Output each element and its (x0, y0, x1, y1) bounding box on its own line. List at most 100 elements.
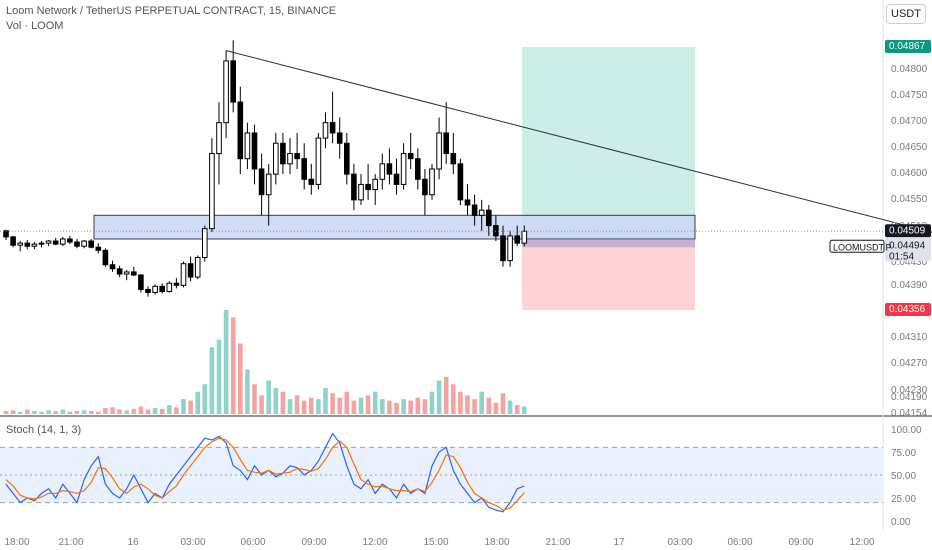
candle-body (74, 241, 80, 247)
stoch-tick-label: 100.00 (891, 425, 922, 436)
volume-bar (514, 405, 520, 414)
candle-body (230, 60, 236, 103)
volume-bar (479, 391, 484, 414)
volume-bar (32, 411, 37, 414)
stop-price-tag: 0.04356 (889, 304, 926, 315)
volume-bar (401, 399, 406, 414)
candle-body (209, 153, 215, 230)
stoch-tick-label: 0.00 (891, 517, 911, 528)
volume-bar (96, 411, 101, 414)
volume-bar (252, 384, 257, 414)
current-price-tag: 0.04509 (889, 225, 926, 236)
candle-body (521, 230, 528, 244)
target-price-tag: 0.04867 (889, 41, 926, 52)
volume-bar (88, 411, 94, 414)
stoch-d-line (5, 437, 525, 511)
candle-body (138, 274, 144, 290)
price-tick-label: 0.04750 (891, 90, 928, 101)
stoch-tick-label: 50.00 (891, 471, 916, 482)
candle-body (322, 122, 329, 139)
volume-bar (152, 408, 158, 414)
entry-price-tag: 0.04494 (889, 240, 926, 251)
volume-bar (138, 406, 144, 414)
candle-body (81, 240, 87, 247)
volume-bar (159, 408, 165, 414)
volume-bar (103, 408, 108, 414)
candle-body (38, 242, 45, 245)
candle-body (386, 163, 393, 175)
price-tick-label: 0.04600 (891, 168, 928, 179)
candle-body (429, 168, 435, 196)
volume-bar (507, 400, 513, 414)
volume-bar (443, 376, 449, 414)
countdown-tag: 01:54 (889, 251, 914, 262)
candle-body (237, 101, 244, 160)
volume-bar (117, 409, 122, 414)
candle-body (109, 264, 116, 270)
candle-body (436, 132, 442, 170)
time-tick-label: 18:00 (484, 537, 509, 548)
candle-body (358, 183, 364, 201)
price-tick-label: 0.04550 (891, 194, 928, 205)
volume-bar (3, 411, 9, 414)
candle-body (415, 158, 421, 180)
candle-body (315, 137, 322, 185)
candle-body (251, 132, 258, 170)
volume-bar (330, 393, 335, 414)
range-box (93, 214, 696, 240)
volume-bar (394, 402, 399, 414)
symbol-tag-bg (829, 239, 885, 253)
volume-bar (486, 397, 492, 414)
candle-body (344, 142, 350, 175)
candle-body (45, 240, 52, 244)
price-tick-label: 0.04190 (891, 392, 928, 403)
volume-bar (131, 408, 137, 414)
candle-body (478, 209, 485, 216)
candle-body (152, 285, 158, 294)
price-tick-label: 0.04650 (891, 142, 928, 153)
volume-bar (387, 400, 392, 414)
volume-bar (309, 397, 314, 414)
price-tick-label: 0.04390 (891, 280, 928, 291)
stop-zone (522, 238, 695, 311)
volume-bar (415, 397, 421, 414)
chart-title: Loom Network / TetherUS PERPETUAL CONTRA… (6, 5, 337, 17)
volume-bar (46, 410, 51, 414)
volume-bar (110, 407, 115, 414)
time-tick-label: 18:00 (4, 537, 29, 548)
volume-bar (472, 399, 477, 414)
candle-body (329, 122, 336, 134)
candle-body (88, 240, 95, 248)
currency-button[interactable]: USDT (886, 4, 926, 24)
volume-bar (188, 400, 193, 414)
candle-body (180, 263, 187, 286)
candle-body (202, 228, 208, 259)
trendline (225, 50, 932, 233)
candle-body (244, 132, 251, 160)
volume-bar (238, 343, 243, 414)
time-tick-label: 09:00 (788, 537, 813, 548)
candle-body (60, 238, 66, 245)
volume-bar (365, 395, 371, 414)
volume-bar (266, 380, 271, 414)
candle-body (131, 271, 137, 276)
time-tick-label: 17 (613, 537, 625, 548)
volume-bar (301, 400, 307, 414)
volume-bar (74, 411, 80, 414)
volume-bar (280, 391, 286, 414)
volume-bar (17, 411, 23, 414)
time-tick-label: 21:00 (545, 537, 570, 548)
volume-bar (493, 402, 499, 414)
volume-bar (124, 410, 129, 414)
stoch-k-line (5, 432, 525, 513)
candle-body (145, 288, 151, 294)
volume-bar (429, 391, 435, 414)
volume-bar (358, 397, 364, 414)
candle-body (116, 268, 123, 275)
time-tick-label: 06:00 (240, 537, 265, 548)
candle-body (273, 142, 279, 175)
volume-bar (323, 388, 328, 414)
stoch-tick-label: 25.00 (891, 494, 916, 505)
stoch-label: Stoch (14, 1, 3) (6, 424, 81, 436)
